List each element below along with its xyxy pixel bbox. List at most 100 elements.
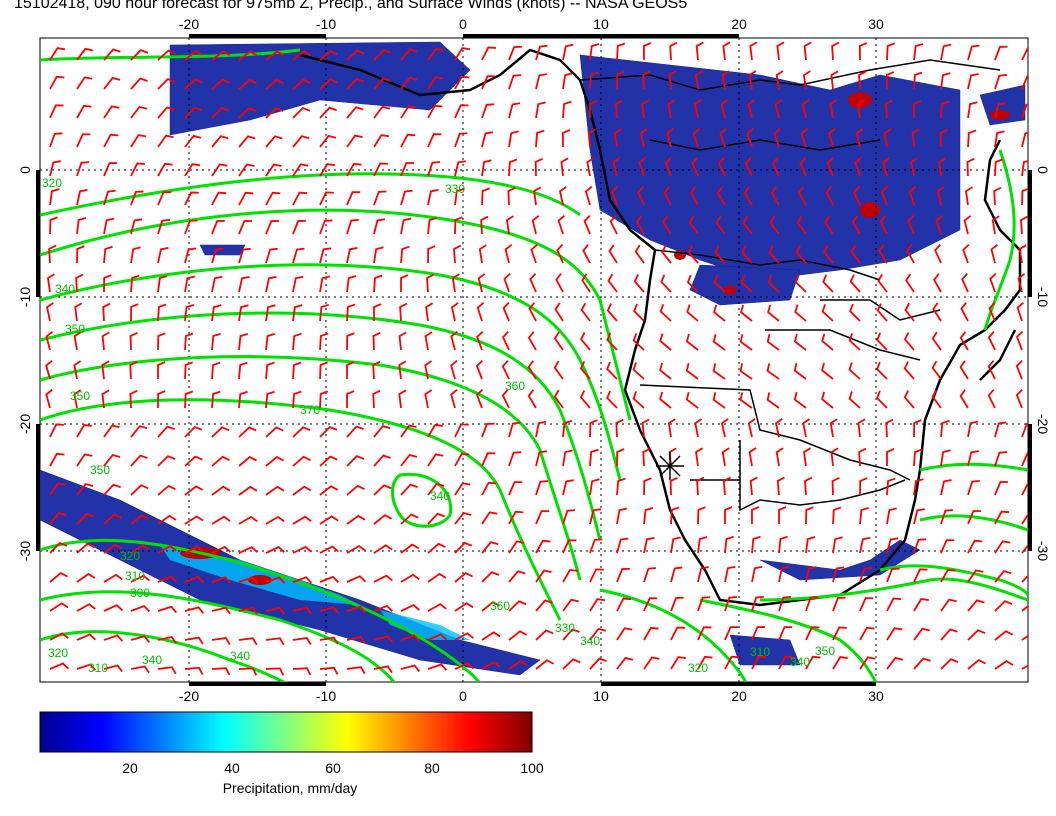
wind-barb bbox=[853, 186, 861, 206]
wind-barb bbox=[49, 75, 65, 90]
wind-barb bbox=[697, 506, 706, 525]
wind-barb bbox=[157, 275, 168, 293]
wind-barb bbox=[238, 50, 258, 61]
wind-barb bbox=[427, 542, 446, 554]
wind-barb bbox=[157, 134, 174, 148]
wind-barb bbox=[994, 570, 1012, 583]
wind-barb bbox=[859, 506, 869, 525]
wind-barb bbox=[616, 507, 628, 525]
wind-barb bbox=[292, 637, 312, 645]
wind-barb bbox=[427, 572, 447, 583]
wind-barb bbox=[555, 273, 564, 293]
wind-barb bbox=[1021, 541, 1028, 554]
wind-barb bbox=[373, 246, 384, 264]
wind-barb bbox=[913, 448, 923, 467]
wind-barb bbox=[859, 656, 876, 670]
wind-barb bbox=[454, 662, 474, 670]
wind-barb bbox=[508, 451, 522, 467]
wind-barb bbox=[319, 515, 339, 525]
wind-barb bbox=[994, 660, 1014, 670]
wind-barb bbox=[913, 568, 928, 583]
wind-barb bbox=[634, 244, 645, 264]
wind-barb bbox=[878, 244, 888, 264]
wind-barb bbox=[481, 103, 495, 119]
wind-barb bbox=[265, 426, 284, 438]
wind-barb bbox=[886, 627, 903, 641]
wind-barb bbox=[265, 107, 284, 119]
wind-barb bbox=[400, 483, 418, 496]
wind-barb bbox=[747, 99, 756, 119]
wind-barb bbox=[346, 361, 355, 380]
wind-barb bbox=[211, 606, 231, 615]
wind-barb bbox=[607, 273, 618, 293]
wind-barb bbox=[778, 655, 794, 670]
wind-barb bbox=[157, 484, 176, 496]
wind-barb bbox=[76, 453, 93, 467]
wind-barb bbox=[424, 331, 433, 351]
wind-barb bbox=[910, 157, 918, 177]
wind-barb bbox=[527, 360, 537, 380]
wind-barb bbox=[643, 597, 658, 612]
wind-barb bbox=[49, 572, 68, 583]
wind-barb bbox=[481, 661, 501, 670]
wind-barb bbox=[265, 390, 275, 409]
wind-barb bbox=[778, 565, 790, 583]
wind-barb bbox=[265, 163, 282, 177]
wind-barb bbox=[450, 331, 458, 351]
wind-barb bbox=[994, 510, 1010, 525]
wind-barb bbox=[238, 163, 255, 177]
wind-barb bbox=[994, 451, 1008, 467]
wind-barb bbox=[886, 448, 895, 466]
wind-barb bbox=[400, 189, 413, 206]
wind-barb bbox=[130, 303, 139, 322]
wind-barb bbox=[1018, 244, 1027, 264]
wind-barb bbox=[695, 447, 704, 467]
lat-label: 0 bbox=[1035, 166, 1051, 174]
colorbar-label: Precipitation, mm/day bbox=[222, 780, 358, 796]
wind-barb bbox=[238, 275, 250, 293]
location-marker-icon bbox=[656, 452, 684, 480]
wind-barb bbox=[1017, 273, 1026, 293]
wind-barb bbox=[130, 190, 144, 206]
wind-barb bbox=[911, 128, 920, 148]
wind-barb bbox=[265, 606, 285, 615]
wind-barb bbox=[184, 361, 194, 380]
wind-barb bbox=[130, 604, 151, 613]
wind-barb bbox=[211, 191, 227, 206]
wind-barb bbox=[562, 43, 574, 61]
wind-barb bbox=[963, 215, 972, 235]
wind-barb bbox=[643, 656, 660, 670]
wind-barb bbox=[580, 302, 591, 322]
wind-barb bbox=[1021, 422, 1028, 438]
wind-barb bbox=[184, 332, 194, 351]
wind-barb bbox=[481, 46, 496, 61]
wind-barb bbox=[504, 244, 513, 264]
wind-barb bbox=[967, 510, 982, 525]
wind-barb bbox=[531, 215, 540, 235]
wind-barb bbox=[508, 130, 519, 148]
wind-barb bbox=[967, 599, 985, 612]
wind-barb bbox=[659, 391, 672, 409]
wind-barb bbox=[346, 246, 358, 264]
wind-barb bbox=[936, 186, 945, 206]
wind-barb bbox=[454, 512, 472, 525]
wind-barb bbox=[319, 134, 337, 148]
lon-label: 20 bbox=[731, 16, 747, 32]
wind-barb bbox=[103, 454, 121, 467]
wind-barb bbox=[373, 48, 392, 61]
wind-barb bbox=[481, 131, 494, 148]
wind-barb bbox=[1020, 215, 1028, 235]
wind-barb bbox=[826, 156, 834, 177]
wind-barb bbox=[903, 361, 915, 380]
wind-barb bbox=[130, 218, 143, 235]
lon-label: 10 bbox=[593, 16, 609, 32]
wind-barb bbox=[739, 392, 753, 409]
wind-barb bbox=[935, 214, 943, 235]
wind-barb bbox=[821, 333, 834, 351]
wind-barb bbox=[400, 48, 418, 61]
wind-barb bbox=[797, 186, 807, 206]
wind-barb bbox=[157, 332, 166, 351]
wind-barb bbox=[103, 424, 120, 438]
wind-barb bbox=[46, 302, 54, 322]
wind-barb bbox=[292, 191, 308, 206]
